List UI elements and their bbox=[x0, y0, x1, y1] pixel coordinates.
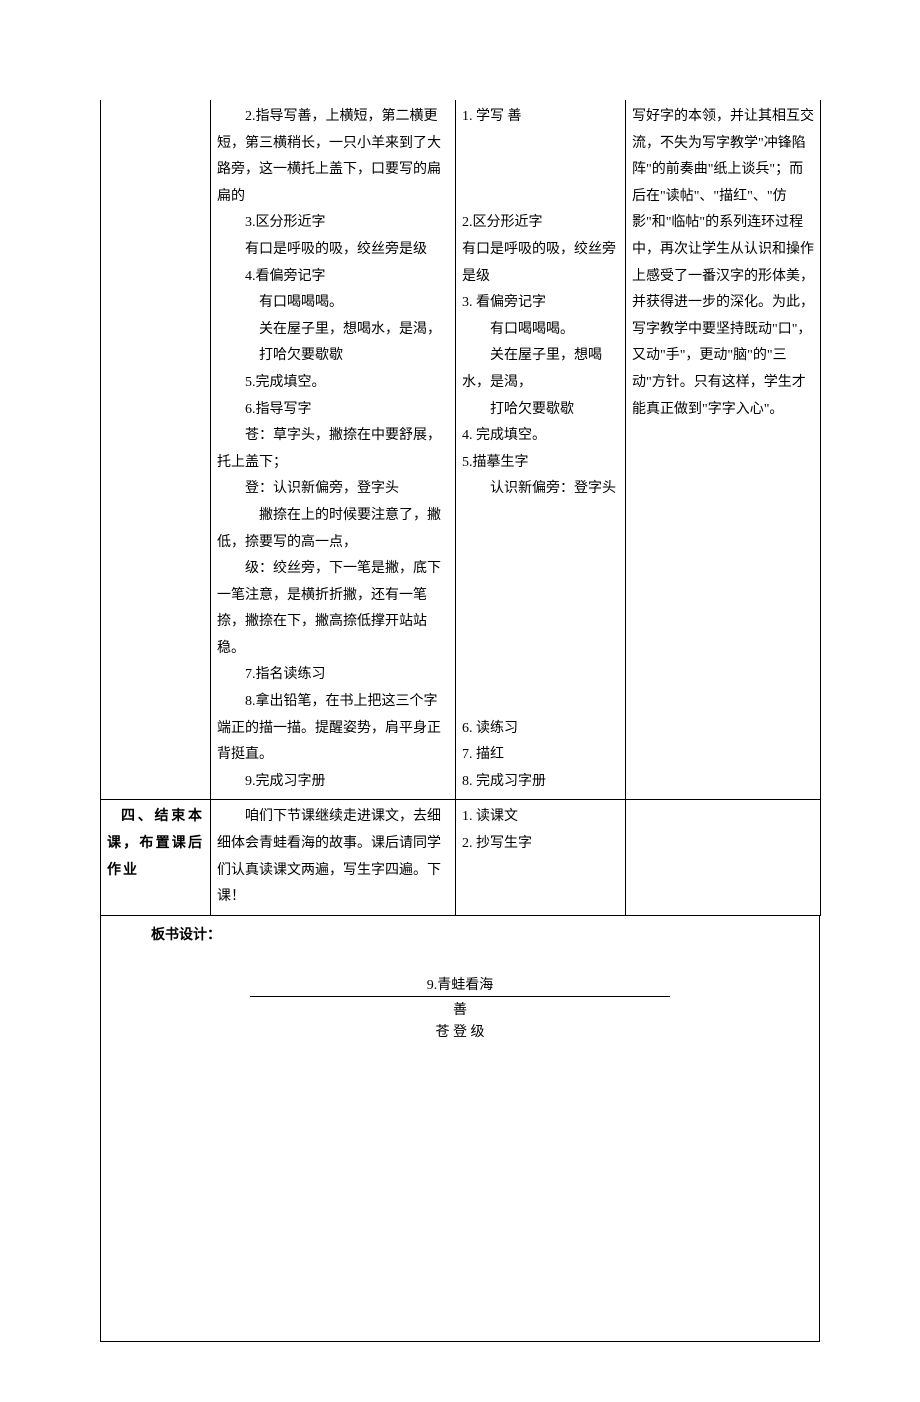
cell-notes-2 bbox=[626, 800, 821, 915]
text-line: 认识新偏旁：登字头 bbox=[462, 476, 619, 503]
cell-section-label-1 bbox=[101, 100, 211, 800]
text-line: 6.指导写字 bbox=[217, 397, 449, 424]
text-line bbox=[462, 636, 619, 663]
text-line: 登：认识新偏旁，登字头 bbox=[217, 476, 449, 503]
text-line bbox=[462, 530, 619, 557]
text-line: 4. 完成填空。 bbox=[462, 423, 619, 450]
text-line: 有口喝喝喝。 bbox=[462, 317, 619, 344]
text-line bbox=[462, 662, 619, 689]
text-line: 打哈欠要歇歇 bbox=[217, 343, 449, 370]
text-line: 有口是呼吸的吸，绞丝旁是级 bbox=[217, 237, 449, 264]
cell-section-label-2: 四、结束本课，布置课后作业 bbox=[101, 800, 211, 915]
text-line: 有口喝喝喝。 bbox=[217, 290, 449, 317]
board-design-section: 板书设计： 9.青蛙看海 善 苍 登 级 bbox=[100, 916, 820, 1342]
text-line: 2.指导写善，上横短，第二横更短，第三横稍长，一只小羊来到了大路旁，这一横托上盖… bbox=[217, 104, 449, 210]
text-line: 苍：草字头，撇捺在中要舒展，托上盖下； bbox=[217, 423, 449, 476]
table-row: 2.指导写善，上横短，第二横更短，第三横稍长，一只小羊来到了大路旁，这一横托上盖… bbox=[101, 100, 821, 800]
table-row: 四、结束本课，布置课后作业 咱们下节课继续走进课文，去细细体会青蛙看海的故事。课… bbox=[101, 800, 821, 915]
text-line bbox=[462, 184, 619, 211]
text-line bbox=[462, 503, 619, 530]
text-line: 5.完成填空。 bbox=[217, 370, 449, 397]
text-line: 8.拿出铅笔，在书上把这三个字端正的描一描。提醒姿势，肩平身正背挺直。 bbox=[217, 689, 449, 769]
cell-student-activity-1: 1. 学写 善 2.区分形近字 有口是呼吸的吸，绞丝旁是级 3. 看偏旁记字 有… bbox=[456, 100, 626, 800]
text-line: 9.完成习字册 bbox=[217, 769, 449, 796]
text-line: 4.看偏旁记字 bbox=[217, 264, 449, 291]
text-paragraph: 咱们下节课继续走进课文，去细细体会青蛙看海的故事。课后请同学们认真读课文两遍，写… bbox=[217, 804, 449, 910]
board-title-underline: 9.青蛙看海 bbox=[111, 974, 809, 997]
text-line: 7. 描红 bbox=[462, 742, 619, 769]
page-container: 2.指导写善，上横短，第二横更短，第三横稍长，一只小羊来到了大路旁，这一横托上盖… bbox=[0, 0, 920, 1402]
text-line bbox=[462, 609, 619, 636]
text-line bbox=[462, 131, 619, 158]
text-line bbox=[462, 556, 619, 583]
text-line: 2. 抄写生字 bbox=[462, 831, 619, 858]
text-line: 5.描摹生字 bbox=[462, 450, 619, 477]
board-design-label: 板书设计： bbox=[111, 924, 809, 944]
board-line-2: 苍 登 级 bbox=[111, 1021, 809, 1041]
cell-student-activity-2: 1. 读课文 2. 抄写生字 bbox=[456, 800, 626, 915]
cell-notes-1: 写好字的本领，并让其相互交流，不失为写字教学"冲锋陷阵"的前奏曲"纸上谈兵"；而… bbox=[626, 100, 821, 800]
lesson-table: 2.指导写善，上横短，第二横更短，第三横稍长，一只小羊来到了大路旁，这一横托上盖… bbox=[100, 100, 821, 916]
text-line: 3.区分形近字 bbox=[217, 210, 449, 237]
text-line: 关在屋子里，想喝水，是渴， bbox=[217, 317, 449, 344]
text-line: 有口是呼吸的吸，绞丝旁是级 bbox=[462, 237, 619, 290]
text-line bbox=[462, 689, 619, 716]
text-line: 关在屋子里，想喝水，是渴， bbox=[462, 343, 619, 396]
text-line bbox=[462, 157, 619, 184]
text-line: 6. 读练习 bbox=[462, 716, 619, 743]
text-paragraph: 写好字的本领，并让其相互交流，不失为写字教学"冲锋陷阵"的前奏曲"纸上谈兵"；而… bbox=[632, 104, 814, 423]
cell-teacher-activity-2: 咱们下节课继续走进课文，去细细体会青蛙看海的故事。课后请同学们认真读课文两遍，写… bbox=[211, 800, 456, 915]
text-line: 1. 学写 善 bbox=[462, 104, 619, 131]
text-line: 级：绞丝旁，下一笔是撇，底下一笔注意，是横折折撇，还有一笔捺，撇捺在下，撇高捺低… bbox=[217, 556, 449, 662]
text-line: 7.指名读练习 bbox=[217, 662, 449, 689]
text-line: 打哈欠要歇歇 bbox=[462, 397, 619, 424]
board-line-1: 善 bbox=[111, 999, 809, 1019]
board-title: 9.青蛙看海 bbox=[250, 974, 670, 997]
text-line: 撇捺在上的时候要注意了，撇低，捺要写的高一点， bbox=[217, 503, 449, 556]
text-line: 3. 看偏旁记字 bbox=[462, 290, 619, 317]
section-heading: 四、结束本课，布置课后作业 bbox=[107, 804, 204, 884]
text-line: 1. 读课文 bbox=[462, 804, 619, 831]
text-line bbox=[462, 583, 619, 610]
text-line: 8. 完成习字册 bbox=[462, 769, 619, 796]
text-line: 2.区分形近字 bbox=[462, 210, 619, 237]
cell-teacher-activity-1: 2.指导写善，上横短，第二横更短，第三横稍长，一只小羊来到了大路旁，这一横托上盖… bbox=[211, 100, 456, 800]
